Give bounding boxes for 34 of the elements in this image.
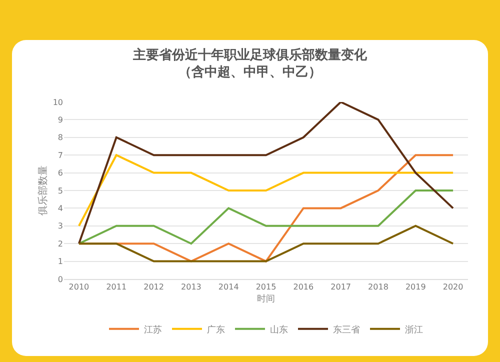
x-tick-label: 2016	[293, 282, 314, 292]
y-tick-label: 1	[58, 257, 63, 266]
x-tick-label: 2015	[256, 282, 276, 292]
x-axis-title: 时间	[257, 293, 275, 304]
y-tick-label: 6	[58, 168, 63, 178]
y-tick-label: 7	[58, 150, 63, 160]
y-tick-label: 0	[58, 274, 63, 284]
x-tick-label: 2010	[68, 282, 90, 292]
line-series	[78, 102, 454, 245]
y-tick-label: 3	[58, 222, 63, 231]
x-tick-label: 2018	[368, 282, 388, 292]
x-tick-label: 2014	[218, 282, 239, 292]
x-tick-label: 2011	[106, 282, 127, 292]
legend-label: 东三省	[333, 324, 360, 336]
y-axis-title: 俱乐部数量	[36, 166, 49, 216]
line-series	[78, 154, 454, 227]
x-tick-label: 2019	[405, 282, 426, 292]
legend-label: 山东	[270, 324, 288, 336]
line-series	[78, 190, 454, 245]
y-tick-label: 5	[58, 186, 63, 196]
legend-label: 浙江	[405, 324, 423, 336]
y-tick-label: 2	[58, 239, 63, 248]
legend-label: 广东	[207, 324, 225, 336]
x-tick-label: 2017	[330, 282, 351, 292]
chart-subtitle: （含中超、中甲、中乙）	[178, 64, 322, 80]
y-tick-label: 4	[58, 204, 63, 213]
y-tick-label: 8	[58, 133, 63, 142]
chart-title: 主要省份近十年职业足球俱乐部数量变化	[132, 46, 368, 63]
y-tick-label: 9	[58, 116, 63, 124]
x-tick-label: 2020	[442, 282, 464, 292]
x-tick-label: 2012	[144, 282, 164, 292]
x-tick-label: 2013	[181, 282, 202, 292]
y-tick-label: 10	[52, 98, 63, 107]
legend-label: 江苏	[144, 324, 162, 336]
